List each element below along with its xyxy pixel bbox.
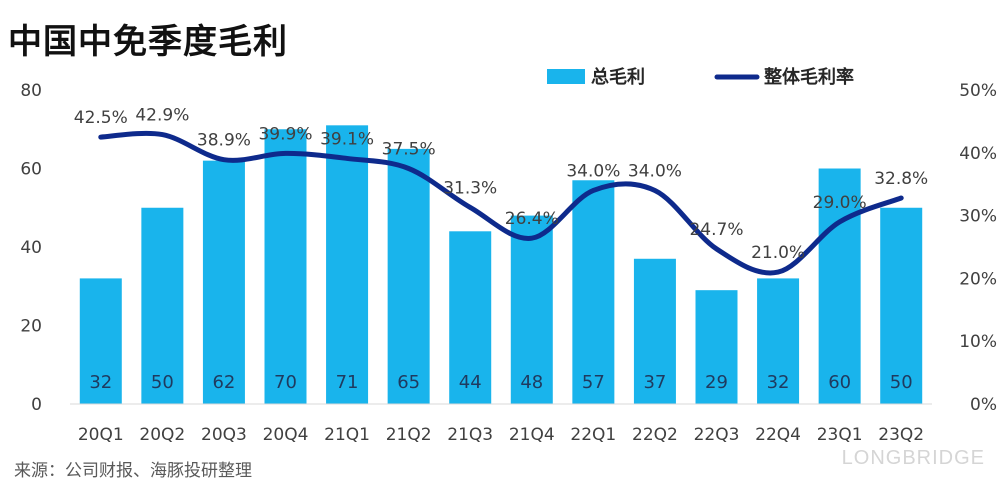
margin-value-label: 21.0% [751, 243, 805, 263]
margin-value-label: 42.5% [74, 108, 128, 128]
line-group [98, 130, 904, 276]
bar-21Q3 [449, 231, 492, 404]
bar-value-label: 71 [336, 372, 359, 393]
bar-21Q2 [387, 148, 430, 404]
margin-value-label: 31.3% [443, 178, 497, 198]
bar-value-label: 44 [459, 372, 482, 393]
x-tick-label: 23Q2 [878, 425, 924, 445]
bar-22Q3 [695, 290, 738, 404]
x-tick-label: 20Q1 [78, 425, 124, 445]
x-tick-label: 23Q1 [817, 425, 863, 445]
x-tick-label: 22Q2 [632, 425, 678, 445]
bar-20Q1 [79, 278, 122, 404]
bar-value-label: 29 [705, 372, 728, 393]
bar-value-label: 70 [274, 372, 297, 393]
margin-value-label: 34.0% [566, 161, 620, 181]
y-right-tick-label: 50% [959, 81, 997, 101]
margin-value-label: 32.8% [874, 169, 928, 189]
legend-swatch-bar [547, 69, 585, 84]
bar-value-label: 57 [582, 372, 605, 393]
chart-title: 中国中免季度毛利 [8, 22, 288, 62]
margin-value-label: 37.5% [382, 140, 436, 160]
bar-20Q4 [264, 129, 307, 404]
x-tick-label: 22Q3 [694, 425, 740, 445]
y-left-tick-label: 20 [20, 317, 42, 337]
bars-group [79, 125, 923, 404]
y-left-tick-label: 60 [20, 160, 42, 180]
x-tick-label: 21Q2 [386, 425, 432, 445]
bar-20Q2 [141, 207, 184, 404]
bar-value-label: 48 [520, 372, 543, 393]
legend-label-line: 整体毛利率 [763, 66, 854, 88]
x-tick-label: 22Q4 [755, 425, 801, 445]
watermark-logo: LONGBRIDGE [841, 447, 985, 469]
y-right-tick-label: 30% [959, 207, 997, 227]
bar-value-label: 50 [151, 372, 174, 393]
x-tick-label: 22Q1 [570, 425, 616, 445]
y-left-tick-label: 0 [31, 395, 42, 415]
bar-value-label: 32 [767, 372, 790, 393]
x-tick-label: 21Q4 [509, 425, 555, 445]
y-left-tick-label: 80 [20, 81, 42, 101]
y-left-tick-label: 40 [20, 238, 42, 258]
bar-21Q4 [510, 215, 553, 404]
bar-value-label: 65 [397, 372, 420, 393]
x-tick-label: 20Q3 [201, 425, 247, 445]
margin-value-label: 42.9% [135, 106, 189, 126]
source-note: 来源：公司财报、海豚投研整理 [14, 461, 252, 481]
bar-23Q2 [880, 207, 923, 404]
bar-21Q1 [326, 125, 369, 404]
margin-value-label: 39.9% [258, 124, 312, 144]
x-tick-label: 20Q2 [139, 425, 185, 445]
y-right-tick-label: 10% [959, 332, 997, 352]
bar-value-label: 60 [828, 372, 851, 393]
x-tick-label: 21Q1 [324, 425, 370, 445]
bar-value-label: 37 [643, 372, 666, 393]
margin-value-label: 29.0% [813, 193, 867, 213]
margin-value-label: 34.0% [628, 161, 682, 181]
y-right-tick-label: 40% [959, 144, 997, 164]
margin-value-label: 39.1% [320, 129, 374, 149]
margin-value-label: 38.9% [197, 131, 251, 151]
bar-value-label: 32 [89, 372, 112, 393]
x-tick-label: 21Q3 [447, 425, 493, 445]
bar-value-label: 50 [890, 372, 913, 393]
legend-label-bar: 总毛利 [591, 66, 645, 88]
margin-line [98, 130, 904, 276]
y-right-tick-label: 0% [970, 395, 997, 415]
bar-22Q1 [572, 180, 615, 404]
y-right-tick-label: 20% [959, 269, 997, 289]
bar-22Q4 [757, 278, 800, 404]
margin-value-label: 26.4% [505, 209, 559, 229]
bar-23Q1 [818, 168, 861, 404]
legend: 总毛利 整体毛利率 [547, 66, 854, 88]
bar-22Q2 [633, 258, 676, 404]
labels-group: 32 50 62 70 71 65 44 48 57 37 29 32 60 50 42.5% 42.9% 38… [74, 106, 928, 393]
axes-group: 20Q1 20Q2 20Q3 20Q4 21Q1 21Q2 21Q3 21Q4 22Q1 22Q2… [20, 81, 997, 445]
margin-value-label: 24.7% [689, 220, 743, 240]
x-tick-label: 20Q4 [263, 425, 309, 445]
bar-value-label: 62 [212, 372, 235, 393]
bar-20Q3 [202, 160, 245, 404]
